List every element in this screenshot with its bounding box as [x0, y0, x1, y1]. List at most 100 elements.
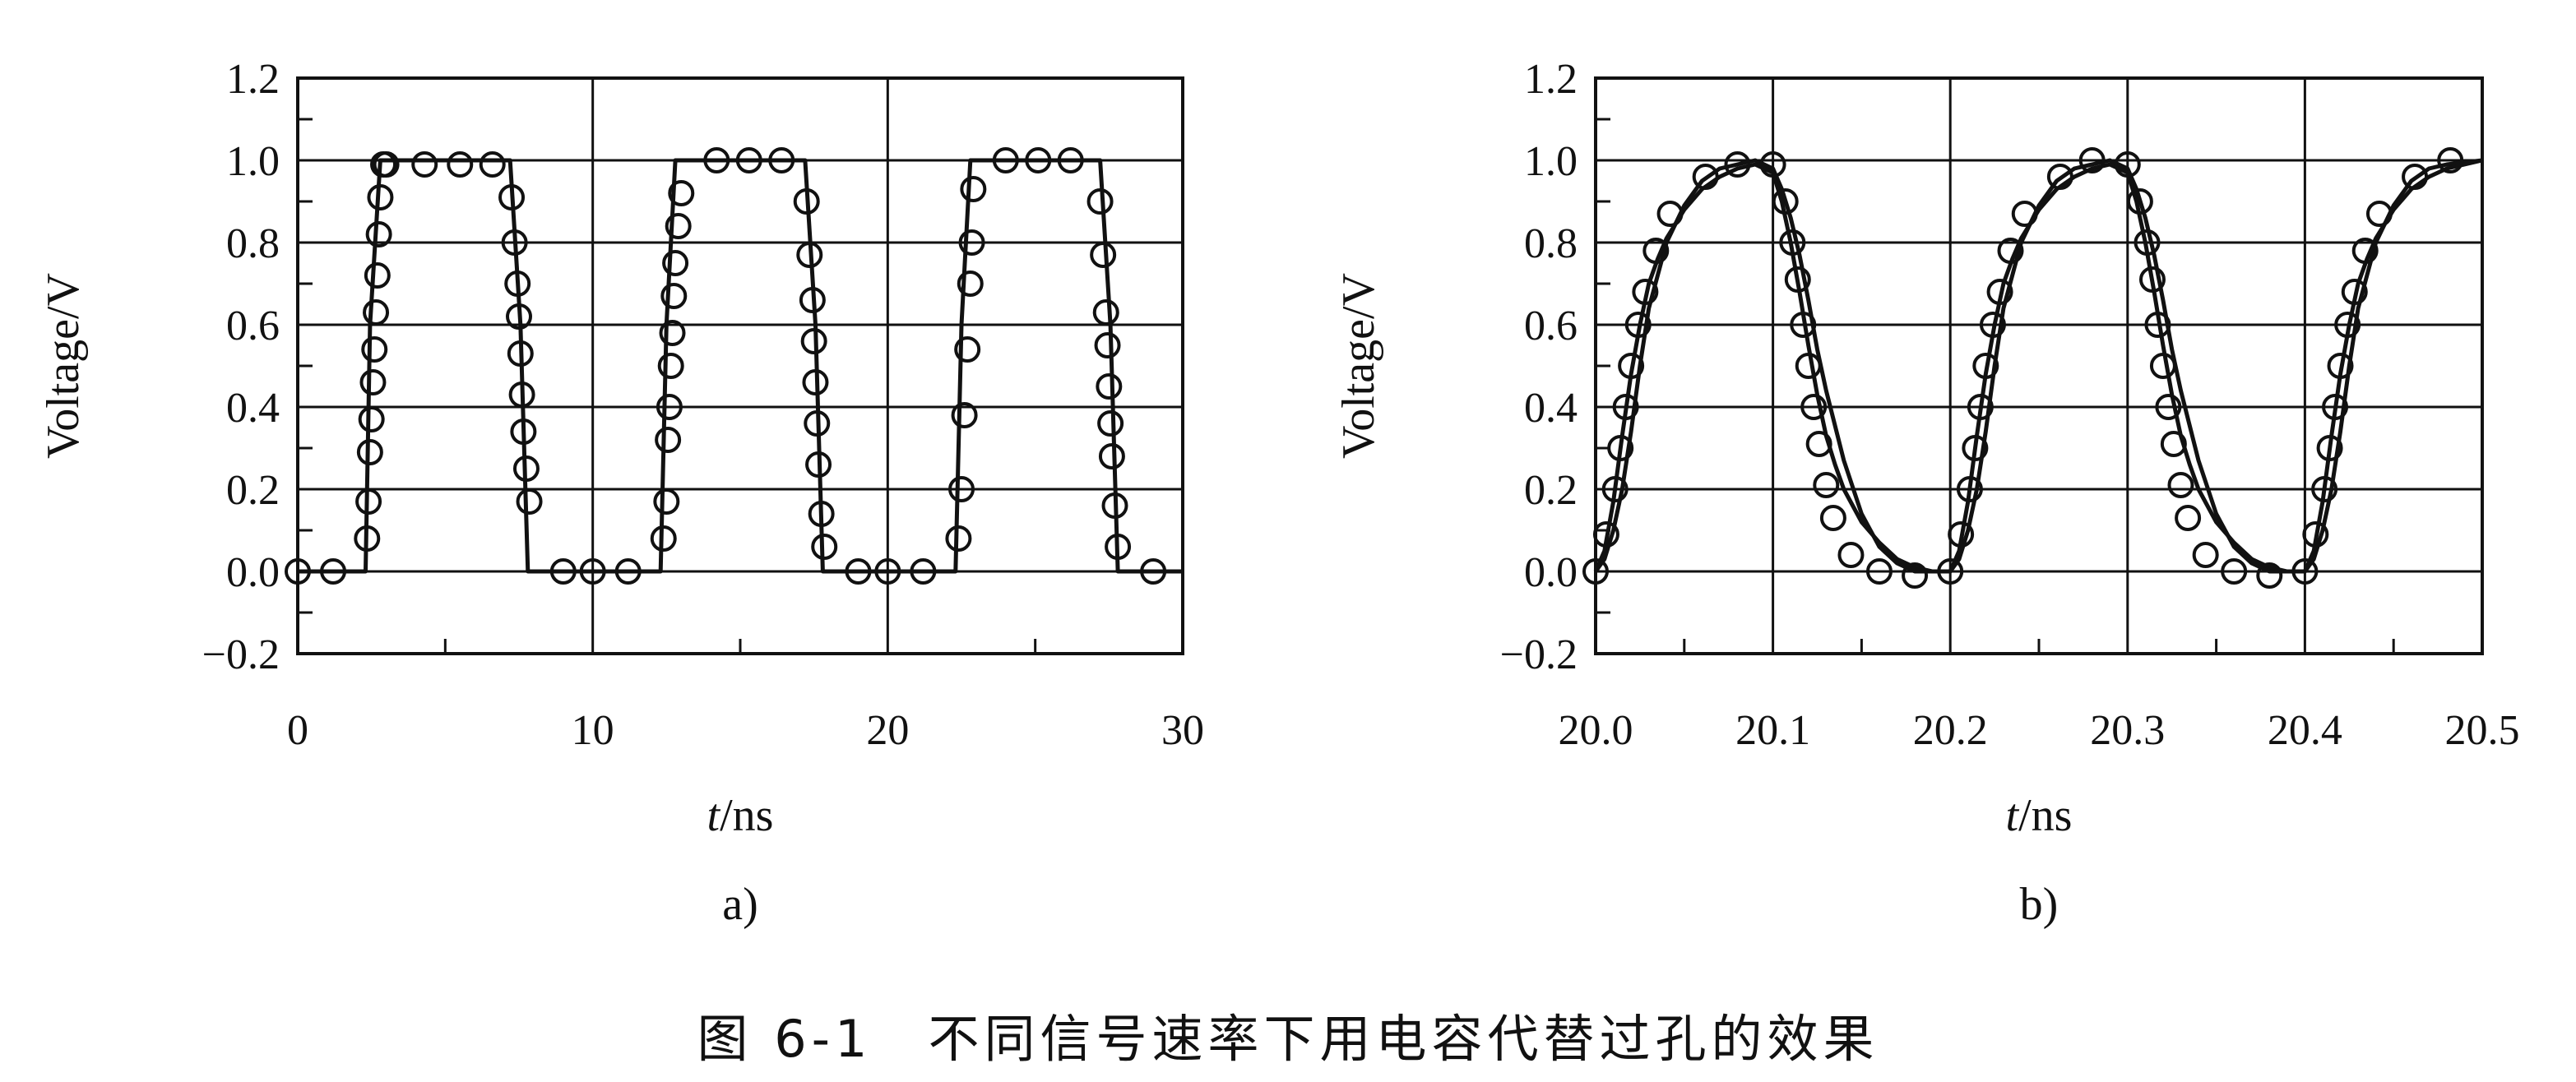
data-point-circle: [504, 270, 531, 297]
data-point-circle: [1592, 521, 1619, 548]
data-point-circle: [516, 488, 543, 515]
x-tick-label: 20.2: [1913, 707, 1988, 754]
data-point-circle: [655, 427, 682, 453]
data-point-circle: [945, 525, 972, 552]
data-point-circle: [2126, 188, 2153, 215]
data-point-circle: [1819, 505, 1846, 531]
data-point-circle: [656, 394, 683, 420]
data-point-circle: [506, 303, 532, 330]
data-point-circle: [992, 147, 1019, 173]
data-point-circle: [364, 262, 391, 289]
data-point-circle: [367, 184, 394, 210]
series-line: [1593, 158, 2483, 574]
data-point-circle: [2138, 266, 2166, 293]
data-point-circle: [508, 381, 535, 408]
y-tick-label: 0.4: [226, 385, 280, 432]
data-point-circle: [657, 353, 684, 379]
data-point-circle: [501, 229, 528, 256]
data-point-circle: [1624, 312, 1652, 338]
data-point-circle: [948, 476, 975, 502]
panel-label: b): [2020, 879, 2059, 930]
figure-caption: 图 6-1 不同信号速率下用电容代替过孔的效果: [697, 1009, 1879, 1069]
data-point-circle: [1612, 394, 1639, 420]
data-point-circle: [800, 328, 827, 354]
x-tick-label: 0: [287, 707, 308, 754]
data-point-circle: [1800, 394, 1828, 420]
data-point-circle: [1101, 492, 1128, 519]
data-point-circle: [1962, 435, 1989, 461]
y-axis-label: Voltage/V: [1333, 273, 1384, 459]
data-point-circle: [359, 369, 387, 395]
data-point-circle: [951, 402, 978, 428]
data-point-circle: [910, 558, 937, 585]
data-point-circle: [358, 406, 385, 432]
data-point-circle: [498, 184, 526, 210]
data-point-circle: [1724, 151, 1751, 178]
data-point-circle: [1092, 299, 1119, 326]
y-axis-label: Voltage/V: [38, 273, 89, 459]
data-point-circle: [2351, 238, 2379, 264]
y-tick-label: 1.2: [1524, 56, 1578, 103]
data-point-circle: [703, 147, 730, 173]
data-point-circle: [1956, 476, 1983, 502]
x-axis-label-unit: /ns: [2018, 790, 2072, 841]
data-point-circle: [2221, 558, 2248, 585]
data-point-circle: [1979, 312, 2006, 338]
data-point-circle: [365, 221, 392, 247]
data-point-circle: [2302, 521, 2329, 548]
data-point-circle: [768, 147, 795, 173]
y-tick-label: 0.6: [1524, 303, 1578, 349]
data-point-circle: [2437, 147, 2464, 173]
data-point-circle: [2322, 394, 2349, 420]
x-axis-label-var: t: [2006, 790, 2020, 841]
data-point-circle: [1772, 188, 1799, 215]
data-point-circle: [1618, 353, 1645, 379]
data-point-circle: [874, 558, 901, 585]
data-point-circle: [2341, 279, 2368, 305]
data-point-circle: [1937, 558, 1964, 585]
data-point-circle: [2334, 312, 2361, 338]
x-tick-label: 30: [1161, 707, 1204, 754]
x-axis-label-var: t: [707, 790, 721, 841]
y-tick-label: 1.2: [226, 56, 280, 103]
data-point-circle: [793, 188, 820, 215]
data-point-circle: [1967, 394, 1994, 420]
data-point-circle: [2365, 201, 2393, 227]
data-point-circle: [1601, 476, 1629, 502]
data-point-circle: [1632, 279, 1659, 305]
data-point-circle: [1140, 558, 1167, 585]
data-point-circle: [668, 180, 695, 206]
data-point-circle: [808, 501, 835, 527]
data-point-circle: [2134, 229, 2161, 256]
data-point-circle: [507, 340, 534, 367]
data-point-circle: [2078, 147, 2106, 173]
data-point-circle: [2316, 435, 2343, 461]
data-point-circle: [1795, 353, 1822, 379]
data-point-circle: [2046, 164, 2073, 190]
y-tick-label: 0.6: [226, 303, 280, 349]
data-point-circle: [373, 151, 400, 178]
data-point-circle: [1025, 147, 1052, 173]
y-tick-label: 1.0: [1524, 138, 1578, 185]
y-tick-label: −0.2: [1500, 631, 1578, 678]
data-point-circle: [653, 488, 680, 515]
data-point-circle: [1805, 431, 1832, 457]
data-point-circle: [804, 410, 831, 437]
data-point-circle: [2160, 431, 2187, 457]
panel-label: a): [722, 879, 758, 930]
x-tick-label: 20: [866, 707, 909, 754]
y-tick-label: 0.0: [226, 549, 280, 596]
data-point-circle: [2311, 476, 2338, 502]
data-point-circle: [614, 558, 642, 585]
data-point-circle: [411, 151, 438, 178]
data-point-circle: [811, 534, 838, 560]
data-point-circle: [354, 525, 381, 552]
data-point-circle: [796, 242, 823, 268]
data-point-circle: [361, 336, 388, 363]
data-point-circle: [1096, 373, 1123, 400]
data-point-circle: [1813, 472, 1840, 498]
data-point-circle: [2155, 394, 2182, 420]
data-point-circle: [1948, 521, 1975, 548]
data-point-circle: [2402, 164, 2429, 190]
data-point-circle: [1902, 562, 1929, 589]
